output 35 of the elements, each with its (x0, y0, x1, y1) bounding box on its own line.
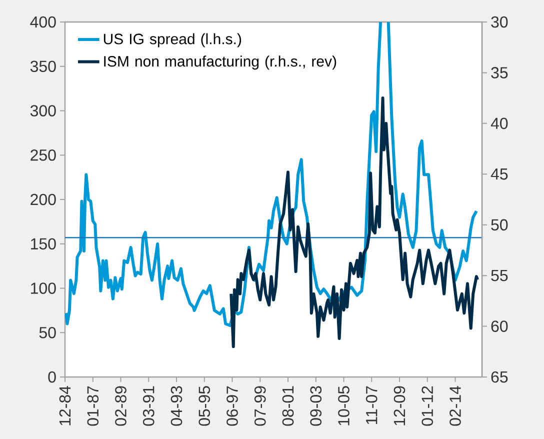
x-tick-label: 01-12 (422, 386, 434, 426)
y-tick-label: 50 (39, 326, 56, 338)
x-tick-label: 02-89 (115, 386, 126, 426)
y-tick-label: 0 (48, 371, 56, 383)
x-tick-label: 03-91 (142, 386, 154, 426)
x-tick-label: 05-95 (198, 386, 210, 426)
x-tick-label: 10-05 (338, 386, 350, 426)
x-tick-label: 07-99 (254, 386, 266, 426)
x-tick-label: 04-93 (170, 386, 182, 426)
x-tick-label: 02-14 (450, 386, 461, 426)
y2-tick-label: 55 (491, 270, 508, 282)
y-tick-label: 350 (30, 60, 56, 72)
y-tick-label: 250 (30, 149, 56, 161)
x-tick-label: 12-09 (394, 386, 406, 426)
x-tick-label: 09-03 (310, 386, 322, 426)
x-tick-label: 01-87 (87, 386, 99, 426)
legend-label: US IG spread (l.h.s.) (104, 33, 242, 48)
y-tick-label: 300 (30, 105, 56, 116)
y2-tick-label: 50 (491, 219, 508, 231)
y2-tick-label: 65 (491, 371, 508, 383)
x-tick-label: 08-01 (282, 386, 294, 426)
x-tick-label: 12-84 (59, 386, 71, 426)
y-tick-label: 400 (30, 16, 56, 28)
x-tick-label: 11-07 (366, 386, 378, 424)
y2-tick-label: 40 (490, 118, 508, 130)
y2-tick-label: 60 (491, 320, 508, 332)
x-tick-label: 06-97 (226, 386, 238, 426)
legend-label: ISM non manufacturing (r.h.s., rev) (104, 56, 336, 70)
line-series (230, 96, 480, 348)
y-tick-label: 100 (31, 282, 56, 294)
y-tick-label: 150 (31, 238, 56, 250)
y2-tick-label: 35 (491, 67, 508, 78)
y-tick-label: 200 (30, 194, 56, 206)
y2-tick-label: 30 (491, 16, 508, 28)
y2-tick-label: 45 (490, 168, 508, 180)
